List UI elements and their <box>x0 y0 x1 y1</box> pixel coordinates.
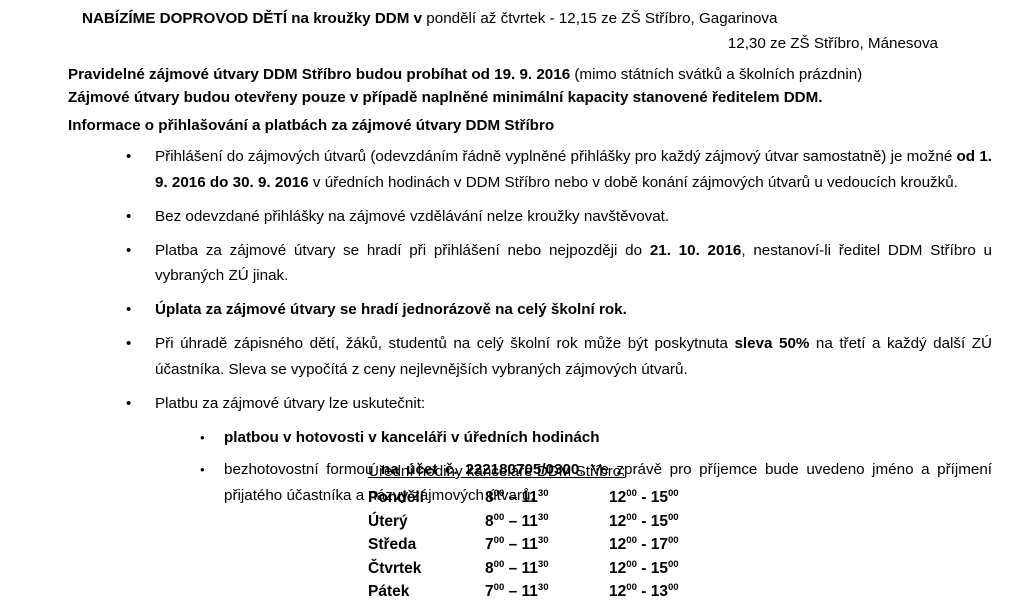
bullet-icon: • <box>126 241 132 259</box>
bullet-icon: • <box>126 335 132 352</box>
bullet-icon: • <box>126 148 132 165</box>
header-line-2: 12,30 ze ZŠ Stříbro, Mánesova <box>727 35 938 52</box>
sub-list-item: • platbou v hotovosti v kanceláři v úřed… <box>0 425 1034 451</box>
office-hours-table: Pondělí 800 – 1130 1200 - 1500 Úterý 800 – 1… <box>368 486 729 604</box>
office-hours-afternoon: 1200 - 1500 <box>609 558 679 577</box>
header-line-1: NABÍZÍME DOPROVOD DĚTÍ na kroužky DDM v … <box>82 6 982 31</box>
office-hours-afternoon: 1200 - 1300 <box>609 581 679 600</box>
sub-list-item-text: platbou v hotovosti v kanceláři v úřední… <box>224 429 600 446</box>
list-item-text: Platbu za zájmové útvary lze uskutečnit: <box>155 395 425 412</box>
header-line-1-bold: NABÍZÍME DOPROVOD DĚTÍ na kroužky DDM v <box>82 10 423 27</box>
office-hours-morning: 700 – 1130 <box>485 581 549 600</box>
text-run-bold: sleva 50% <box>734 335 810 352</box>
text-run-bold: od 1. 9. 2016 do 30. 9. 2016 <box>155 148 992 191</box>
text-run-bold: Úplata za zájmové útvary se hradí jednor… <box>155 301 627 318</box>
sub-list-item: • bezhotovostní formou na účet č. 222180… <box>0 457 1034 508</box>
intro-line-1-rest: (mimo státních svátků a školních prázdni… <box>570 66 863 83</box>
office-hours-afternoon: 1200 - 1700 <box>609 534 679 553</box>
list-item: • Při úhradě zápisného dětí, žáků, stude… <box>0 331 1034 382</box>
text-run: na třetí a každý další ZÚ účastníka. Sle… <box>155 335 992 378</box>
list-item-text: Při úhradě zápisného dětí, žáků, student… <box>155 335 992 378</box>
text-run: Platbu za zájmové útvary lze uskutečnit: <box>155 394 426 412</box>
office-hours-day: Pátek <box>368 583 410 600</box>
intro-line-1: Pravidelné zájmové útvary DDM Stříbro bu… <box>68 64 998 87</box>
header-line-1-rest: pondělí až čtvrtek - 12,15 ze ZŠ Stříbro… <box>422 10 778 27</box>
office-hours-afternoon: 1200 - 1500 <box>609 511 679 530</box>
office-hours-day: Úterý <box>368 512 408 530</box>
bullet-list: • Přihlášení do zájmových útvarů (odevzd… <box>0 144 1034 515</box>
list-item: • Platbu za zájmové útvary lze uskutečni… <box>0 391 1034 417</box>
office-hours-table-body: Pondělí 800 – 1130 1200 - 1500 Úterý 800 – 1… <box>368 486 729 604</box>
text-run-bold: platbou v hotovosti v kanceláři v úřední… <box>224 428 600 446</box>
list-item-text: Platba za zájmové útvary se hradí při př… <box>155 242 992 285</box>
office-hours-morning: 800 – 1130 <box>485 487 549 506</box>
intro-line-2: Zájmové útvary budou otevřeny pouze v př… <box>68 88 823 106</box>
bullet-icon: • <box>126 394 132 412</box>
office-hours-afternoon: 1200 - 1500 <box>609 487 679 506</box>
office-hours-morning: 700 – 1130 <box>485 534 549 553</box>
office-hours-row: Pondělí 800 – 1130 1200 - 1500 <box>368 486 729 510</box>
text-run: , nestanoví-li ředitel DDM Stříbro u vyb… <box>155 241 992 285</box>
list-item-text: Bez odevzdané přihlášky na zájmové vzděl… <box>155 208 669 225</box>
list-item-text: Úplata za zájmové útvary se hradí jednor… <box>155 301 627 318</box>
office-hours-row: Úterý 800 – 1130 1200 - 1500 <box>368 510 729 534</box>
office-hours-row: Středa 700 – 1130 1200 - 1700 <box>368 533 729 557</box>
office-hours-day: Čtvrtek <box>368 559 422 577</box>
text-run: Platba za zájmové útvary se hradí při př… <box>155 241 650 259</box>
office-hours-morning: 800 – 1130 <box>485 558 549 577</box>
office-hours-day: Pondělí <box>368 489 424 506</box>
bullet-icon: • <box>126 207 132 225</box>
text-run: . Ve zprávě pro příjemce bude uvedeno jm… <box>224 461 992 504</box>
office-hours-day: Středa <box>368 536 417 553</box>
text-run: Přihlášení do zájmových útvarů (odevzdán… <box>155 148 957 165</box>
list-item: • Platba za zájmové útvary se hradí při … <box>0 238 1034 289</box>
sub-bullet-list: • platbou v hotovosti v kanceláři v úřed… <box>0 425 1034 509</box>
office-hours-morning: 800 – 1130 <box>485 511 549 530</box>
bullet-icon: • <box>200 429 205 445</box>
office-hours-row: Čtvrtek 800 – 1130 1200 - 1500 <box>368 557 729 581</box>
sub-list-item-text: bezhotovostní formou na účet č. 22218070… <box>224 461 992 504</box>
list-item-text: Přihlášení do zájmových útvarů (odevzdán… <box>155 148 992 191</box>
list-item: • Bez odevzdané přihlášky na zájmové vzd… <box>0 204 1034 230</box>
text-run-bold: na účet č. 222180705/0300 <box>380 461 580 478</box>
document-header: NABÍZÍME DOPROVOD DĚTÍ na kroužky DDM v … <box>82 6 982 56</box>
text-run: bezhotovostní formou <box>224 461 381 478</box>
intro-block: Pravidelné zájmové útvary DDM Stříbro bu… <box>68 64 998 109</box>
text-run: v úředních hodinách v DDM Stříbro nebo v… <box>308 173 958 191</box>
bullet-icon: • <box>126 301 132 318</box>
text-run: Při úhradě zápisného dětí, žáků, student… <box>155 335 735 352</box>
intro-line-1-bold: Pravidelné zájmové útvary DDM Stříbro bu… <box>68 66 571 83</box>
list-item: • Úplata za zájmové útvary se hradí jedn… <box>0 297 1034 323</box>
office-hours-row: Pátek 700 – 1130 1200 - 1300 <box>368 580 729 604</box>
bullet-icon: • <box>200 462 205 477</box>
list-item: • Přihlášení do zájmových útvarů (odevzd… <box>0 144 1034 195</box>
text-run: Bez odevzdané přihlášky na zájmové vzděl… <box>155 207 670 225</box>
section-title: Informace o přihlašování a platbách za z… <box>68 117 555 134</box>
office-hours-title: Úřední hodiny kanceláře DDM Stříbro: <box>368 463 626 480</box>
text-run-bold: 21. 10. 2016 <box>649 241 742 259</box>
